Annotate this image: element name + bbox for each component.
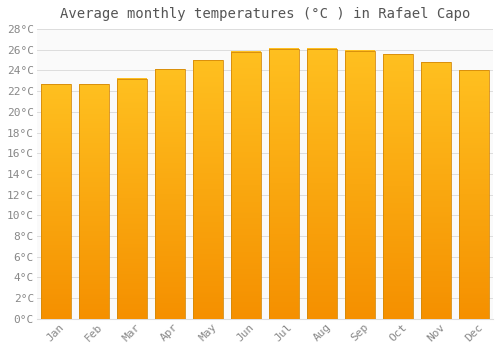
Bar [345, 51, 375, 319]
Bar [421, 62, 451, 319]
Bar [117, 79, 146, 319]
Bar [307, 49, 337, 319]
Bar [231, 52, 260, 319]
Bar [41, 84, 70, 319]
Title: Average monthly temperatures (°C ) in Rafael Capo: Average monthly temperatures (°C ) in Ra… [60, 7, 470, 21]
Bar [459, 70, 489, 319]
Bar [193, 60, 222, 319]
Bar [155, 69, 184, 319]
Bar [269, 49, 298, 319]
Bar [383, 54, 413, 319]
Bar [79, 84, 108, 319]
